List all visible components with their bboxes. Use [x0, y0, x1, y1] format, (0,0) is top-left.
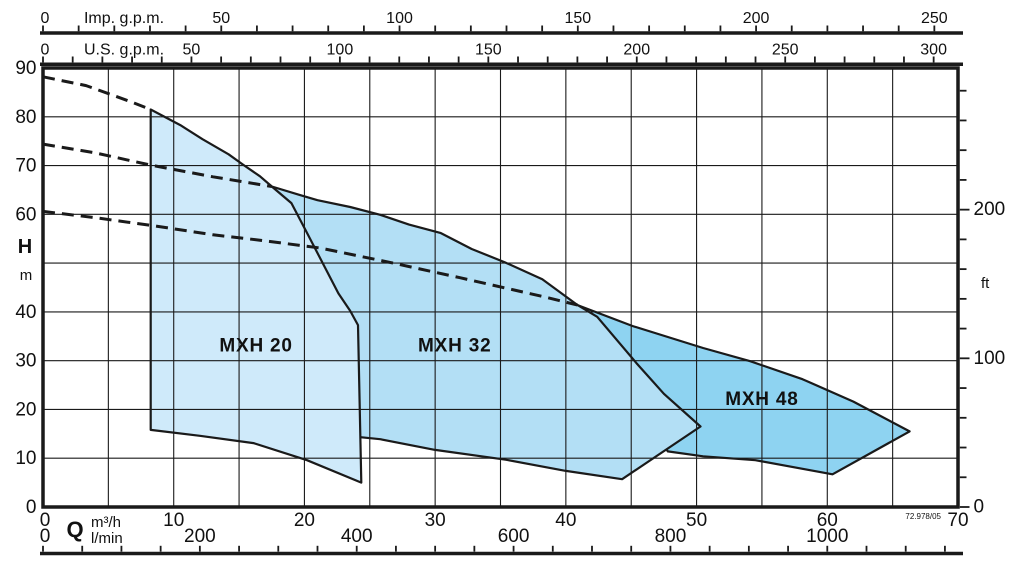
us-gpm-tick-label: 300 [920, 42, 947, 59]
q-axis-title: Q [66, 517, 83, 542]
lmin-tick-label: 600 [498, 526, 530, 547]
q-m3h-tick-label: 40 [555, 510, 576, 531]
ft-tick-label: 0 [974, 497, 985, 518]
ft-axis-unit: ft [981, 275, 990, 292]
lmin-tick-label: 0 [40, 526, 51, 547]
q-axis-unit-m3h: m³/h [91, 514, 121, 531]
q-m3h-tick-label: 0 [40, 510, 51, 531]
us-gpm-axis-title: U.S. g.p.m. [84, 42, 164, 59]
h-axis-tick-label: 80 [15, 107, 36, 128]
h-axis-tick-label: 70 [15, 156, 36, 177]
us-gpm-tick-label: 200 [623, 42, 650, 59]
us-gpm-tick-label: 0 [41, 42, 50, 59]
q-m3h-tick-label: 20 [294, 510, 315, 531]
q-axis-unit-lmin: l/min [91, 530, 123, 547]
imp-gpm-tick-label: 200 [743, 10, 770, 27]
q-m3h-tick-label: 60 [817, 510, 838, 531]
us-gpm-tick-label: 150 [475, 42, 502, 59]
imp-gpm-tick-label: 250 [921, 10, 948, 27]
ft-tick-label: 200 [974, 199, 1006, 220]
h-axis-unit: m [20, 267, 33, 284]
us-gpm-tick-label: 50 [183, 42, 201, 59]
h-axis-title: H [18, 236, 32, 258]
shutoff-curve-mxh-20 [42, 75, 152, 111]
lmin-tick-label: 1000 [806, 526, 848, 547]
h-axis-tick-label: 40 [15, 302, 36, 323]
q-m3h-tick-label: 30 [425, 510, 446, 531]
h-axis-tick-label: 60 [15, 204, 36, 225]
us-gpm-tick-label: 100 [327, 42, 354, 59]
h-axis-tick-label: 10 [15, 448, 36, 469]
ft-tick-label: 100 [974, 348, 1006, 369]
h-axis-tick-label: 90 [15, 58, 36, 79]
h-axis-tick-label: 30 [15, 351, 36, 372]
lmin-tick-label: 800 [655, 526, 687, 547]
q-m3h-tick-label: 70 [947, 510, 968, 531]
imp-gpm-tick-label: 150 [564, 10, 591, 27]
lmin-tick-label: 400 [341, 526, 373, 547]
imp-gpm-axis-title: Imp. g.p.m. [84, 10, 164, 27]
region-label-mxh-20: MXH 20 [219, 336, 292, 357]
imp-gpm-tick-label: 0 [41, 10, 50, 27]
lmin-tick-label: 200 [184, 526, 216, 547]
q-m3h-tick-label: 50 [686, 510, 707, 531]
imp-gpm-tick-label: 50 [212, 10, 230, 27]
shutoff-curve-mxh-32 [42, 142, 273, 188]
h-axis-tick-label: 20 [15, 399, 36, 420]
plot-border [41, 66, 960, 509]
us-gpm-tick-label: 250 [772, 42, 799, 59]
doc-number: 72.978/05 [905, 512, 941, 521]
region-label-mxh-32: MXH 32 [418, 336, 491, 357]
q-m3h-tick-label: 10 [163, 510, 184, 531]
h-axis-tick-label: 0 [26, 497, 37, 518]
region-label-mxh-48: MXH 48 [725, 389, 798, 410]
imp-gpm-tick-label: 100 [386, 10, 413, 27]
